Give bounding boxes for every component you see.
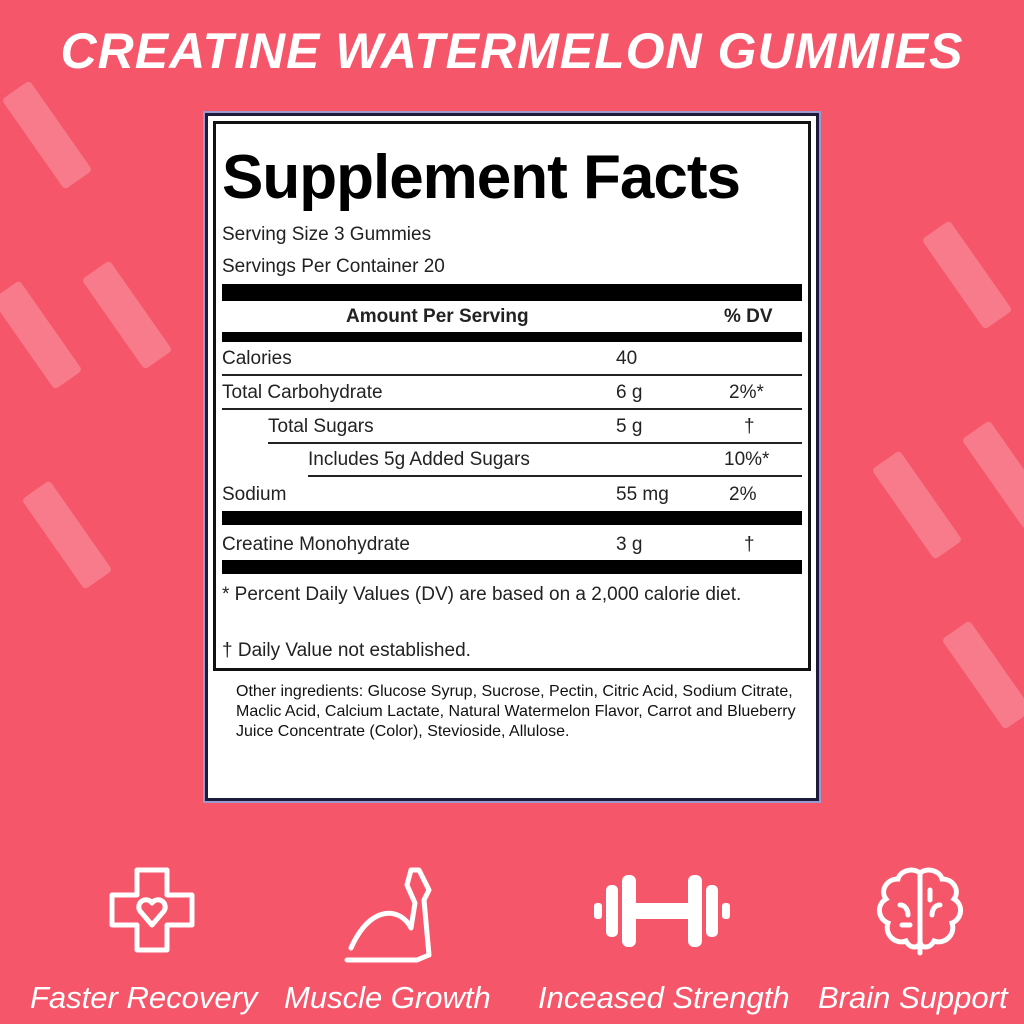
serving-size: Serving Size 3 Gummies bbox=[222, 224, 432, 245]
col-amount-header: Amount Per Serving bbox=[346, 306, 529, 327]
feature-brain-support bbox=[800, 865, 1024, 965]
footnote-dagger: † Daily Value not established. bbox=[222, 640, 471, 661]
feature-label: Inceased Strength bbox=[538, 980, 790, 1015]
row-dv: † bbox=[744, 416, 755, 437]
decor-stripe bbox=[921, 220, 1013, 330]
divider bbox=[222, 408, 802, 410]
divider-thick bbox=[222, 511, 802, 525]
row-name: Creatine Monohydrate bbox=[222, 534, 410, 555]
row-name: Sodium bbox=[222, 484, 287, 505]
row-name: Total Carbohydrate bbox=[222, 382, 383, 403]
divider bbox=[308, 475, 802, 477]
row-dv: 10%* bbox=[724, 449, 770, 470]
other-ingredients: Other ingredients: Glucose Syrup, Sucros… bbox=[236, 683, 796, 740]
row-amount: 3 g bbox=[616, 534, 643, 555]
row-name: Total Sugars bbox=[268, 416, 374, 437]
decor-stripe bbox=[81, 260, 173, 370]
decor-stripe bbox=[871, 450, 963, 560]
feature-label: Brain Support bbox=[818, 980, 1008, 1015]
row-dv: † bbox=[744, 534, 755, 555]
row-amount: 55 mg bbox=[616, 484, 669, 505]
decor-stripe bbox=[1, 80, 93, 190]
brain-icon bbox=[877, 867, 963, 956]
decor-stripe bbox=[21, 480, 113, 590]
page-title: CREATINE WATERMELON GUMMIES bbox=[60, 23, 964, 79]
supplement-label: Supplement Facts Serving Size 3 Gummies … bbox=[205, 113, 819, 801]
divider bbox=[268, 442, 802, 444]
divider bbox=[222, 374, 802, 376]
facts-heading: Supplement Facts bbox=[222, 143, 741, 212]
row-name: Calories bbox=[222, 348, 292, 369]
footnote-dv: * Percent Daily Values (DV) are based on… bbox=[222, 584, 742, 605]
row-amount: 5 g bbox=[616, 416, 643, 437]
row-dv: 2%* bbox=[729, 382, 764, 403]
decor-stripe bbox=[0, 280, 83, 390]
dumbbell-icon bbox=[594, 875, 730, 947]
feature-muscle-growth bbox=[272, 865, 512, 965]
feature-label: Faster Recovery bbox=[30, 980, 258, 1015]
row-name: Includes 5g Added Sugars bbox=[308, 449, 530, 470]
divider-thick bbox=[222, 332, 802, 342]
medical-cross-heart-icon bbox=[109, 867, 195, 953]
feature-label: Muscle Growth bbox=[284, 980, 491, 1015]
col-dv-header: % DV bbox=[724, 306, 773, 327]
feature-faster-recovery bbox=[32, 865, 272, 955]
flexed-arm-icon bbox=[344, 867, 432, 963]
divider-thick bbox=[222, 560, 802, 574]
feature-increased-strength bbox=[542, 865, 782, 955]
decor-stripe bbox=[961, 420, 1024, 530]
row-amount: 6 g bbox=[616, 382, 643, 403]
servings-per-container: Servings Per Container 20 bbox=[222, 256, 445, 277]
divider-thick bbox=[222, 284, 802, 301]
row-dv: 2% bbox=[729, 484, 757, 505]
row-amount: 40 bbox=[616, 348, 638, 369]
supplement-facts-panel: Supplement Facts Serving Size 3 Gummies … bbox=[213, 121, 811, 671]
decor-stripe bbox=[941, 620, 1024, 730]
